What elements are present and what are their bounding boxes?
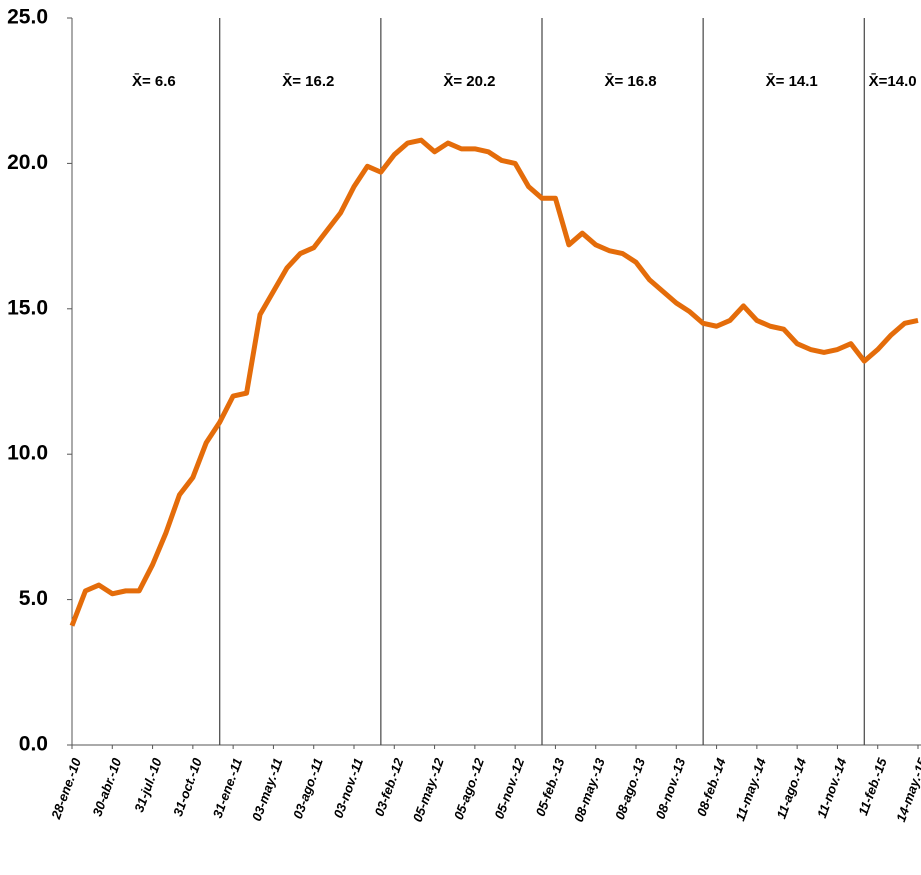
x-tick-label: 05-feb.-13	[533, 755, 568, 818]
x-tick-label: 08-ago.-13	[612, 755, 648, 821]
x-tick-label: 11-feb.-15	[855, 755, 890, 817]
x-tick-label: 14-may.-15	[893, 755, 921, 824]
x-tick-label: 30-abr.-10	[89, 755, 124, 818]
x-tick-label: 31-ene.-11	[210, 756, 246, 820]
y-tick-label: 5.0	[19, 587, 48, 610]
x-tick-label: 03-may.-11	[249, 756, 286, 823]
x-tick-label: 31-oct.-10	[170, 755, 205, 818]
x-tick-label: 08-nov.-13	[652, 755, 688, 821]
x-tick-label: 31-jul.-10	[131, 755, 165, 814]
y-tick-label: 25.0	[7, 6, 48, 29]
x-tick-label: 08-may.-13	[571, 755, 608, 824]
x-tick-label: 11-nov.-14	[814, 755, 850, 820]
data-line	[69, 137, 919, 627]
x-tick-label: 05-ago.-12	[451, 755, 487, 821]
x-tick-label: 28-ene.-10	[48, 755, 84, 822]
annotation: X̄= 16.2	[282, 72, 334, 90]
annotation: X̄= 6.6	[132, 72, 176, 90]
annotation: X̄= 20.2	[443, 72, 495, 90]
x-tick-label: 03-ago.-11	[290, 756, 326, 821]
x-tick-label: 11-ago.-14	[773, 755, 809, 820]
x-tick-label: 03-feb.-12	[371, 755, 406, 818]
y-tick-label: 10.0	[7, 442, 48, 465]
x-tick-label: 05-may.-12	[410, 755, 447, 824]
x-tick-label: 05-nov.-12	[491, 755, 527, 821]
x-tick-label: 03-nov.-11	[331, 756, 367, 820]
y-tick-label: 15.0	[7, 296, 48, 319]
x-tick-label: 08-feb.-14	[694, 755, 729, 818]
y-tick-label: 20.0	[7, 151, 48, 174]
x-tick-label: 11-may.-14	[732, 755, 769, 823]
annotation: X̄=14.0	[869, 72, 917, 90]
annotation: X̄= 14.1	[766, 72, 818, 90]
annotation: X̄= 16.8	[605, 72, 657, 90]
y-tick-label: 0.0	[19, 733, 48, 756]
